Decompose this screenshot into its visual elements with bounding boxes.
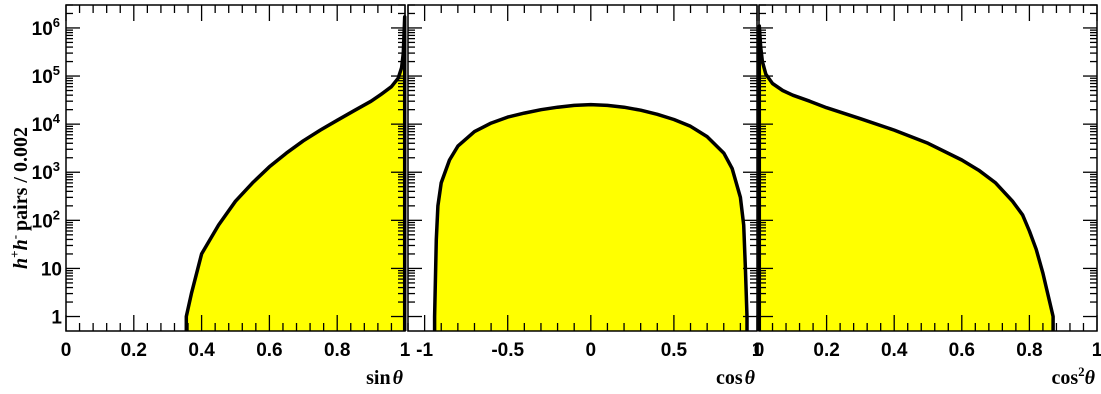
x-tick-label: 1 <box>752 340 763 361</box>
y-axis-label: h+h-pairs / 0.002 <box>7 127 32 269</box>
plot-frame <box>758 4 1098 332</box>
x-tick-label: 0.5 <box>661 340 688 361</box>
x-tick-label: 0 <box>754 340 765 361</box>
y-tick-base: 10 <box>32 19 53 40</box>
panel-cos-theta: -1 -0.5 0 0.5 1 cos θ <box>407 4 763 389</box>
y-tick-exponent: 6 <box>53 15 60 30</box>
y-tick-label: 106 <box>32 15 60 40</box>
x-tick-label: 1 <box>1092 340 1101 361</box>
x-tick-label: -0.5 <box>491 340 524 361</box>
y-tick-label: 105 <box>32 63 60 88</box>
x-tick-label: 0.8 <box>1016 340 1042 361</box>
histogram-fill <box>186 16 405 332</box>
y-tick-base: 10 <box>41 259 62 280</box>
x-tick-label: 0.6 <box>256 340 282 361</box>
y-tick-exponent: 3 <box>53 159 60 174</box>
x-tick-label: 0.2 <box>813 340 839 361</box>
y-tick-base: 10 <box>32 67 53 88</box>
y-tick-label: 102 <box>32 207 60 232</box>
y-tick-base: 10 <box>32 115 53 136</box>
x-tick-label: 0.2 <box>121 340 147 361</box>
y-tick-base: 10 <box>32 211 53 232</box>
x-axis-label-symbol: θ <box>745 367 756 389</box>
histogram-fill <box>759 26 1054 331</box>
x-axis-label-func: cos <box>716 367 743 389</box>
x-axis-label-func: cos <box>1051 367 1078 389</box>
y-tick-label: 103 <box>32 159 60 184</box>
x-tick-label: 0.4 <box>881 340 908 361</box>
x-tick-label: 0 <box>586 340 597 361</box>
x-axis-label-exponent: 2 <box>1078 364 1085 379</box>
x-tick-label: 1 <box>400 340 411 361</box>
x-tick-label: -1 <box>416 340 433 361</box>
plot-frame <box>407 4 758 332</box>
y-tick-label: 104 <box>32 111 61 136</box>
y-tick-exponent: 2 <box>53 207 60 222</box>
histogram-fill <box>434 104 747 331</box>
x-axis-label-symbol: θ <box>1085 367 1096 389</box>
x-tick-label: 0 <box>61 340 72 361</box>
x-axis-label-func: sin <box>366 367 390 389</box>
y-tick-base: 1 <box>51 308 62 329</box>
panel-sin-theta: 0 0.2 0.4 0.6 0.8 1 sin θ <box>61 4 411 389</box>
x-tick-label: 0.4 <box>188 340 215 361</box>
x-tick-label: 0.8 <box>324 340 350 361</box>
plot-frame <box>65 4 406 332</box>
y-tick-exponent: 5 <box>53 63 60 78</box>
y-tick-base: 10 <box>32 163 53 184</box>
panel-cos2-theta: 0 0.2 0.4 0.6 0.8 1 cos2θ <box>754 4 1101 389</box>
y-tick-exponent: 4 <box>53 111 61 126</box>
x-axis-label-symbol: θ <box>393 367 404 389</box>
y-tick-label: 10 <box>41 259 62 280</box>
x-axis-label: sin θ <box>366 367 403 389</box>
y-tick-label: 1 <box>51 308 62 329</box>
x-axis-label: cos θ <box>716 367 756 389</box>
x-tick-label: 0.6 <box>949 340 975 361</box>
x-axis-label: cos2θ <box>1051 364 1095 389</box>
